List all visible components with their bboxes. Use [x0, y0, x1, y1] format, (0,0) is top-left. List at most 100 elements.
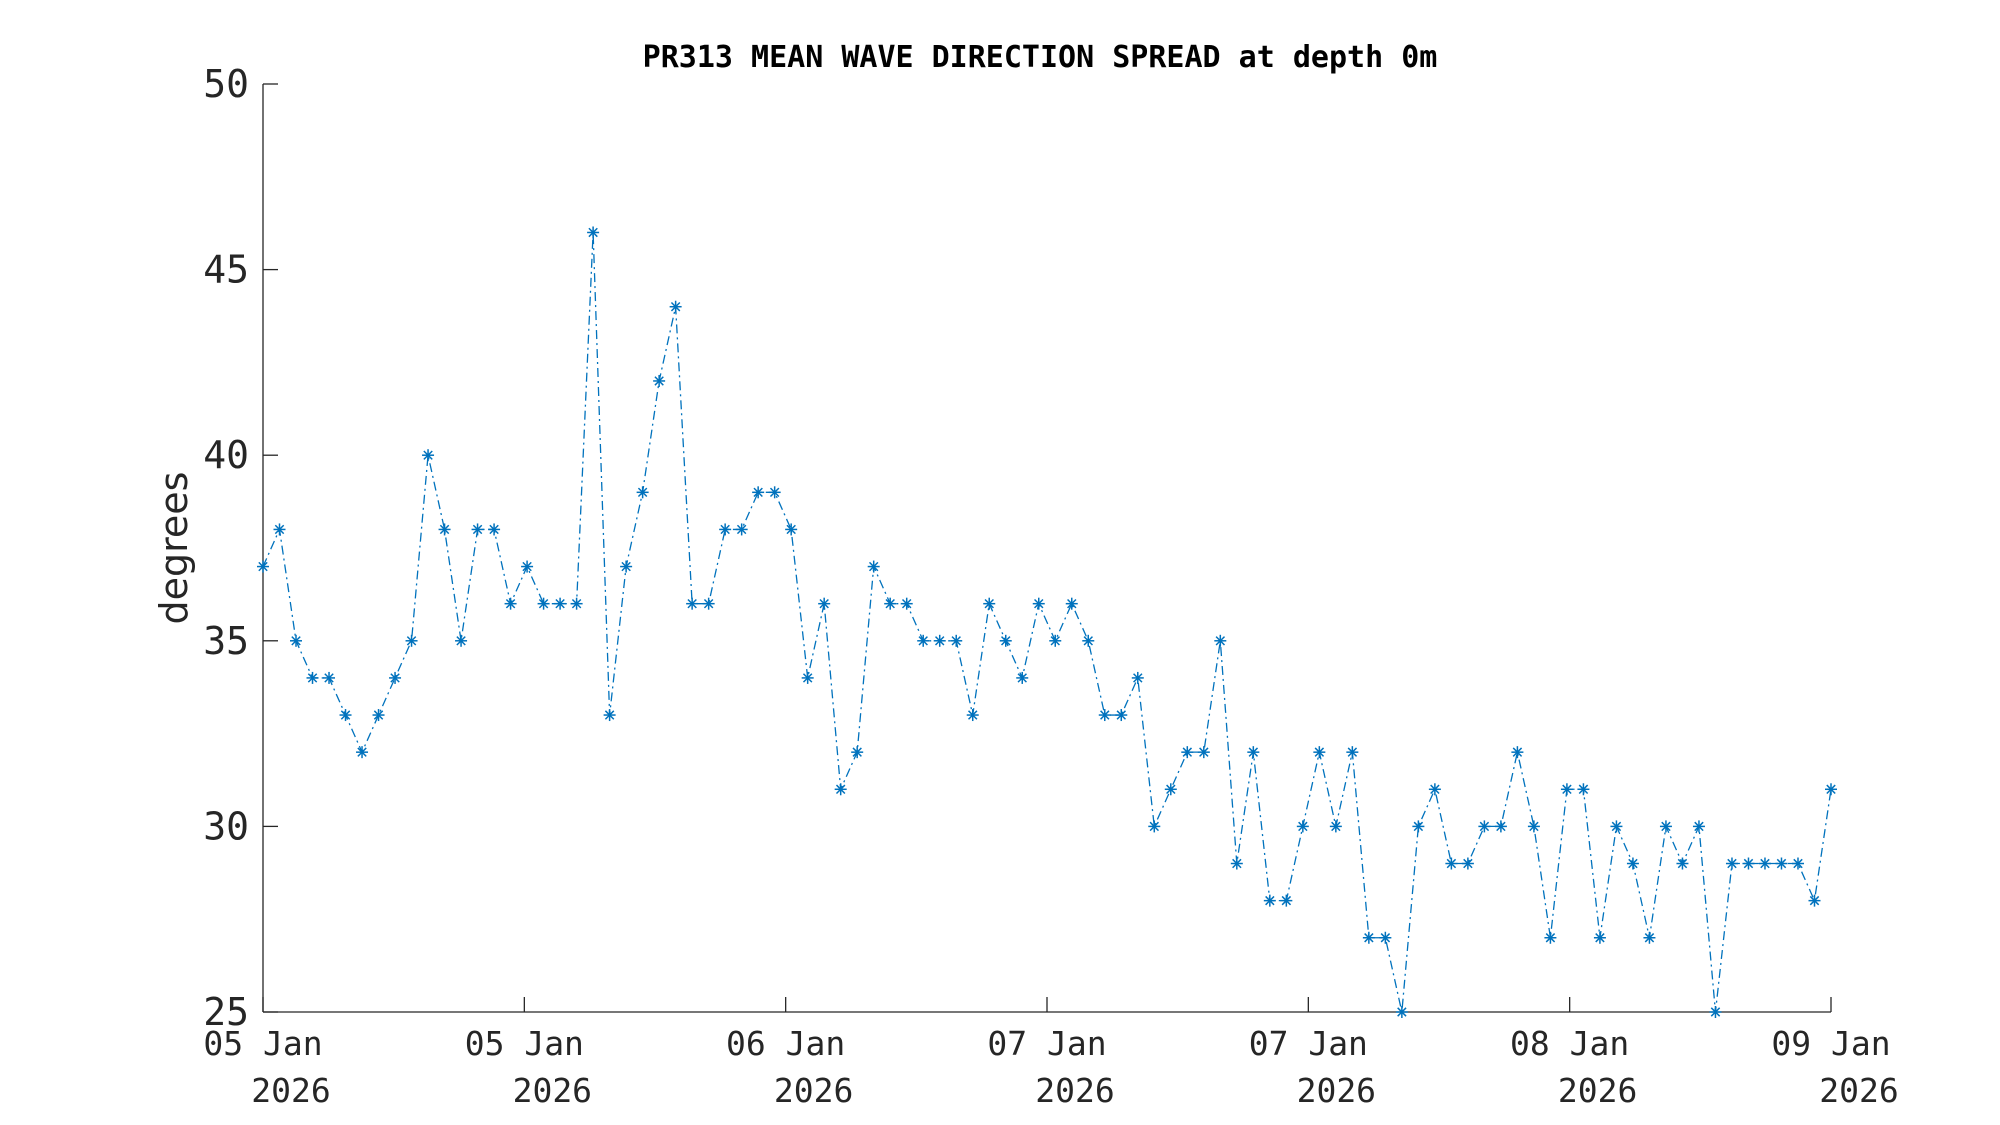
- data-point-marker: [471, 523, 484, 536]
- y-axis-label: degrees: [152, 472, 196, 625]
- data-point-marker: [504, 597, 517, 610]
- data-point-marker: [1065, 597, 1078, 610]
- y-tick-label: 45: [203, 248, 249, 292]
- data-point-marker: [669, 300, 682, 313]
- data-point-marker: [1049, 634, 1062, 647]
- data-point-marker: [1313, 746, 1326, 759]
- data-point-marker: [1593, 931, 1606, 944]
- data-point-marker: [587, 226, 600, 239]
- data-point-marker: [1527, 820, 1540, 833]
- data-point-marker: [1115, 709, 1128, 722]
- x-tick-label: 07 Jan: [1249, 1024, 1368, 1063]
- data-point-marker: [768, 486, 781, 499]
- data-point-marker: [1709, 1006, 1722, 1018]
- data-point-marker: [1808, 894, 1821, 907]
- x-tick-label-year: 2026: [1558, 1071, 1637, 1110]
- y-tick-label: 25: [203, 990, 249, 1034]
- data-point-marker: [1280, 894, 1293, 907]
- data-point-marker: [1461, 857, 1474, 870]
- data-point-marker: [372, 709, 385, 722]
- data-point-marker: [521, 560, 534, 573]
- data-point-marker: [1742, 857, 1755, 870]
- data-point-marker: [257, 560, 269, 573]
- y-tick-label: 40: [203, 433, 249, 477]
- data-point-marker: [884, 597, 897, 610]
- x-tick-label: 09 Jan: [1771, 1024, 1890, 1063]
- data-point-marker: [1511, 746, 1524, 759]
- data-point-marker: [1032, 597, 1045, 610]
- data-point-marker: [323, 671, 336, 684]
- data-point-marker: [1478, 820, 1491, 833]
- y-tick-label: 50: [203, 62, 249, 106]
- data-point-marker: [620, 560, 633, 573]
- data-point-marker: [867, 560, 880, 573]
- data-point-marker: [1131, 671, 1144, 684]
- data-point-marker: [1544, 931, 1557, 944]
- data-point-marker: [422, 449, 435, 462]
- data-point-marker: [1577, 783, 1590, 796]
- data-point-marker: [306, 671, 319, 684]
- x-tick-label: 07 Jan: [987, 1024, 1106, 1063]
- data-point-marker: [1098, 709, 1111, 722]
- data-point-marker: [900, 597, 913, 610]
- data-point-marker: [273, 523, 286, 536]
- data-point-marker: [1164, 783, 1177, 796]
- data-point-marker: [1659, 820, 1672, 833]
- data-point-marker: [1379, 931, 1392, 944]
- data-point-marker: [1428, 783, 1441, 796]
- data-point-marker: [488, 523, 501, 536]
- data-point-marker: [1610, 820, 1623, 833]
- y-tick-label: 30: [203, 804, 249, 848]
- data-point-marker: [999, 634, 1012, 647]
- data-point-marker: [933, 634, 946, 647]
- data-point-marker: [1560, 783, 1573, 796]
- chart-title: PR313 MEAN WAVE DIRECTION SPREAD at dept…: [643, 40, 1438, 75]
- data-point-marker: [1148, 820, 1161, 833]
- x-tick-label: 05 Jan: [465, 1024, 584, 1063]
- data-point-marker: [1676, 857, 1689, 870]
- data-point-marker: [1362, 931, 1375, 944]
- data-point-marker: [570, 597, 583, 610]
- data-point-marker: [1395, 1006, 1408, 1018]
- data-point-marker: [1214, 634, 1227, 647]
- data-point-marker: [653, 374, 666, 387]
- data-point-marker: [1181, 746, 1194, 759]
- data-point-marker: [950, 634, 963, 647]
- data-point-marker: [1775, 857, 1788, 870]
- data-point-marker: [917, 634, 930, 647]
- y-tick-label: 35: [203, 619, 249, 663]
- data-point-marker: [752, 486, 765, 499]
- data-point-marker: [455, 634, 468, 647]
- x-tick-label: 08 Jan: [1510, 1024, 1629, 1063]
- data-point-marker: [834, 783, 847, 796]
- data-point-marker: [735, 523, 748, 536]
- data-point-marker: [818, 597, 831, 610]
- data-point-marker: [1494, 820, 1507, 833]
- data-point-marker: [636, 486, 649, 499]
- data-point-marker: [702, 597, 715, 610]
- data-point-marker: [785, 523, 798, 536]
- axes: 25 30 35 40 45 50 05 Jan 2026 05 Jan 2026 06 Jan 20…: [203, 62, 1899, 1110]
- data-point-marker: [686, 597, 699, 610]
- data-point-marker: [1296, 820, 1309, 833]
- data-point-marker: [603, 709, 616, 722]
- data-point-marker: [1263, 894, 1276, 907]
- data-point-marker: [1626, 857, 1639, 870]
- data-point-marker: [1643, 931, 1656, 944]
- x-tick-label-year: 2026: [774, 1071, 853, 1110]
- data-point-marker: [1725, 857, 1738, 870]
- data-point-marker: [537, 597, 550, 610]
- x-tick-label: 06 Jan: [726, 1024, 845, 1063]
- data-point-marker: [389, 671, 402, 684]
- data-point-marker: [1247, 746, 1260, 759]
- data-point-marker: [801, 671, 814, 684]
- data-point-marker: [1758, 857, 1771, 870]
- data-point-marker: [1329, 820, 1342, 833]
- x-tick-label-year: 2026: [513, 1071, 592, 1110]
- data-point-marker: [1692, 820, 1705, 833]
- data-point-marker: [1412, 820, 1425, 833]
- x-tick-label-year: 2026: [1297, 1071, 1376, 1110]
- data-point-marker: [851, 746, 864, 759]
- data-point-marker: [966, 709, 979, 722]
